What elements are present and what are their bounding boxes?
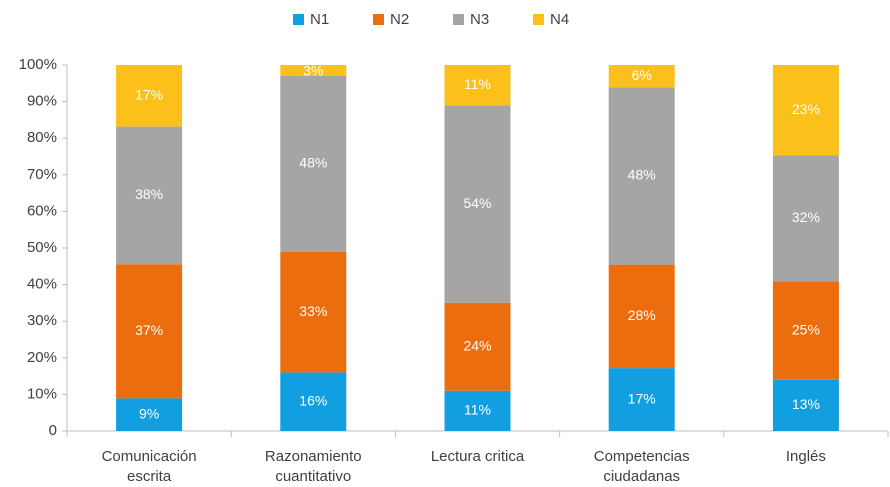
legend-swatch [533,14,544,25]
bar-segment [608,65,675,88]
data-label: 13% [792,396,820,412]
data-label: 48% [299,155,327,171]
x-tick-label: Razonamiento [265,448,362,465]
bar-segment [608,368,675,431]
legend-label: N1 [310,11,329,28]
bar-segment [280,75,347,252]
y-tick-label: 60% [27,202,57,219]
x-tick-label: Comunicación [102,448,197,465]
bar-segment [772,281,839,380]
data-label: 6% [632,67,652,83]
y-tick-label: 100% [19,56,57,73]
data-label: 23% [792,101,820,117]
data-label: 24% [463,338,491,354]
bar-segment [280,65,347,76]
data-label: 3% [303,63,323,79]
bar-segment [772,155,839,282]
data-label: 48% [628,167,656,183]
x-tick-label: Lectura critica [431,448,525,465]
y-tick-label: 30% [27,312,57,329]
bar-segment [116,264,183,399]
bar-segment [280,372,347,431]
data-label: 37% [135,322,163,338]
bar-segment [772,379,839,431]
x-tick-label: ciudadanas [603,468,680,485]
legend-swatch [373,14,384,25]
bar-segment [116,65,183,127]
legend-swatch [453,14,464,25]
bar-segment [444,390,511,431]
data-label: 17% [628,390,656,406]
bar-segment [608,87,675,265]
legend-swatch [293,14,304,25]
bar-segment [772,65,839,156]
y-tick-label: 50% [27,239,57,256]
data-label: 11% [464,402,491,418]
data-label: 54% [463,195,491,211]
y-tick-label: 20% [27,349,57,366]
y-tick-label: 0 [49,422,57,439]
y-tick-label: 10% [27,385,57,402]
data-label: 17% [135,87,163,103]
bar-segment [280,251,347,373]
bar-segment [116,398,183,431]
bar-segment [444,65,511,106]
data-label: 32% [792,209,820,225]
legend-label: N3 [470,11,489,28]
data-label: 11% [464,76,491,92]
data-label: 9% [139,405,159,421]
data-label: 33% [299,303,327,319]
data-label: 25% [792,321,820,337]
legend-label: N2 [390,11,409,28]
x-tick-label: Competencias [594,448,690,465]
data-label: 28% [628,307,656,323]
x-tick-label: cuantitativo [275,468,351,485]
x-tick-label: Inglés [786,448,826,465]
x-tick-label: escrita [127,468,172,485]
y-tick-label: 80% [27,129,57,146]
bar-segment [608,264,675,369]
data-label: 16% [299,392,327,408]
bar-segment [444,302,511,391]
legend-label: N4 [550,11,569,28]
y-tick-label: 40% [27,276,57,293]
y-tick-label: 90% [27,93,57,110]
data-label: 38% [135,186,163,202]
bar-segment [444,105,511,303]
y-tick-label: 70% [27,166,57,183]
bar-segment [116,126,183,265]
